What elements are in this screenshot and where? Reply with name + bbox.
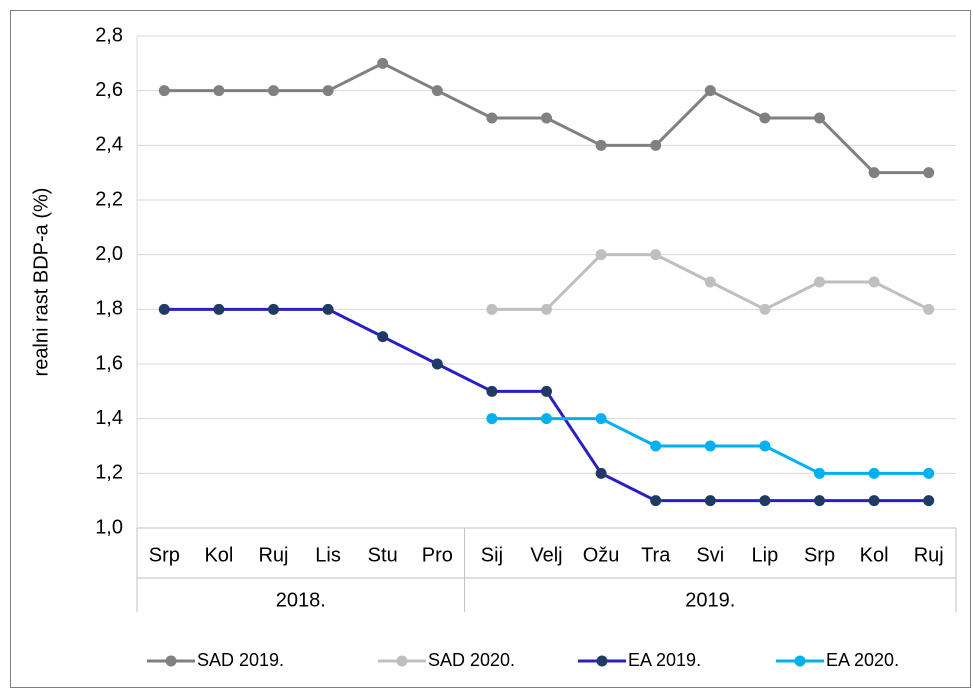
x-tick-label: Tra: [641, 544, 671, 566]
data-point: [322, 85, 334, 97]
data-point: [923, 303, 935, 315]
y-tick-label: 1,2: [95, 462, 123, 484]
data-point: [704, 495, 716, 507]
data-point: [595, 139, 607, 151]
data-point: [377, 331, 389, 343]
data-point: [541, 413, 552, 425]
y-tick-label: 1,0: [95, 516, 123, 538]
data-point: [704, 440, 716, 452]
data-point: [486, 413, 498, 425]
data-point: [814, 112, 825, 124]
chart-frame: [10, 10, 971, 688]
data-point: [759, 303, 771, 315]
y-tick-label: 1,8: [95, 298, 123, 320]
data-point: [213, 85, 225, 97]
data-point: [650, 139, 662, 151]
x-tick-label: Kol: [204, 544, 233, 566]
legend-marker: [396, 655, 408, 667]
data-point: [868, 276, 880, 288]
data-point: [486, 385, 498, 397]
x-tick-label: Velj: [530, 544, 562, 566]
y-tick-label: 2,0: [95, 243, 123, 265]
data-point: [158, 85, 170, 97]
data-point: [595, 413, 607, 425]
x-tick-label: Svi: [696, 544, 724, 566]
data-point: [759, 495, 771, 507]
data-point: [595, 249, 607, 261]
data-point: [868, 167, 880, 179]
data-point: [650, 249, 662, 261]
data-point: [704, 276, 716, 288]
data-point: [595, 467, 607, 479]
y-tick-label: 2,8: [95, 24, 123, 46]
y-tick-label: 1,4: [95, 407, 123, 429]
legend-label: SAD 2020.: [428, 650, 515, 670]
data-point: [868, 495, 880, 507]
data-point: [814, 467, 825, 479]
x-tick-label: Pro: [422, 544, 453, 566]
x-tick-label: Ožu: [583, 544, 620, 566]
data-point: [759, 112, 771, 124]
x-tick-label: Lip: [752, 544, 779, 566]
legend-marker: [596, 655, 608, 667]
data-point: [868, 467, 880, 479]
data-point: [541, 303, 552, 315]
x-tick-label: Stu: [368, 544, 398, 566]
data-point: [814, 495, 825, 507]
y-tick-label: 2,4: [95, 134, 123, 156]
y-axis-label: realni rast BDP-a (%): [30, 188, 52, 377]
data-point: [486, 112, 498, 124]
x-tick-label: Kol: [860, 544, 889, 566]
data-point: [923, 467, 935, 479]
y-tick-label: 1,6: [95, 352, 123, 374]
data-point: [923, 495, 935, 507]
data-point: [814, 276, 825, 288]
data-point: [541, 112, 552, 124]
data-point: [213, 303, 225, 315]
x-tick-label: Srp: [149, 544, 180, 566]
data-point: [268, 303, 279, 315]
y-tick-label: 2,2: [95, 188, 123, 210]
group-label: 2019.: [685, 589, 735, 611]
data-point: [923, 167, 935, 179]
data-point: [431, 85, 443, 97]
data-point: [650, 495, 662, 507]
x-tick-label: Ruj: [258, 544, 288, 566]
legend-marker: [165, 655, 177, 667]
x-tick-label: Lis: [315, 544, 341, 566]
data-point: [158, 303, 170, 315]
data-point: [322, 303, 334, 315]
data-point: [268, 85, 279, 97]
legend-label: SAD 2019.: [197, 650, 284, 670]
x-tick-label: Srp: [804, 544, 835, 566]
data-point: [431, 358, 443, 370]
data-point: [759, 440, 771, 452]
x-tick-label: Sij: [481, 544, 503, 566]
legend-label: EA 2019.: [628, 650, 701, 670]
data-point: [704, 85, 716, 97]
group-label: 2018.: [276, 589, 326, 611]
legend-label: EA 2020.: [826, 650, 899, 670]
x-tick-label: Ruj: [914, 544, 944, 566]
legend-marker: [794, 655, 806, 667]
data-point: [377, 57, 389, 69]
data-point: [486, 303, 498, 315]
data-point: [650, 440, 662, 452]
y-tick-label: 2,6: [95, 79, 123, 101]
data-point: [541, 385, 552, 397]
